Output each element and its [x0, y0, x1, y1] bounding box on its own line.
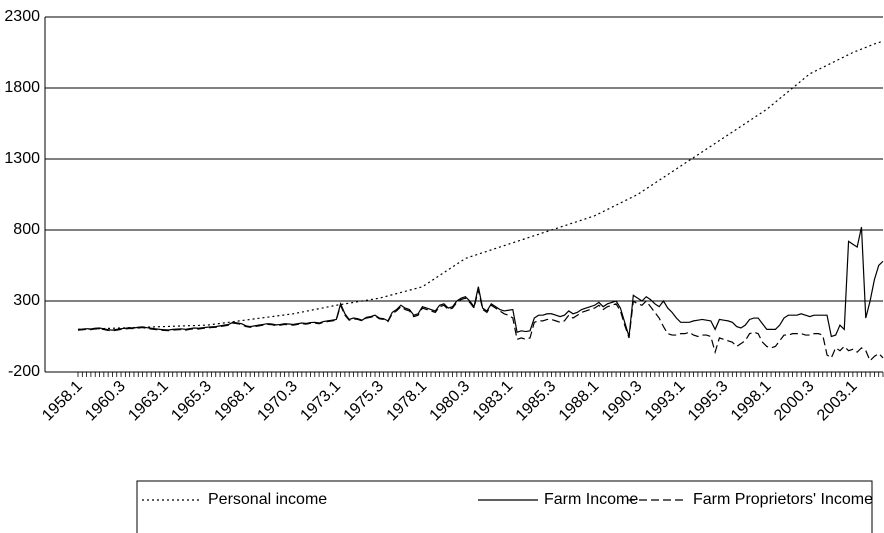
x-tick-label: 1963.1 — [125, 378, 172, 425]
legend-box — [136, 480, 873, 533]
x-tick-label: 1998.1 — [728, 378, 775, 425]
y-tick-label: 300 — [13, 292, 40, 309]
series-line — [77, 227, 884, 338]
x-tick-label: 1995.3 — [685, 378, 732, 425]
series-line — [77, 40, 884, 330]
x-tick-label: 1958.1 — [39, 378, 86, 425]
x-tick-label: 1978.1 — [384, 378, 431, 425]
x-tick-label: 1983.1 — [470, 378, 517, 425]
x-tick-label: 1960.3 — [82, 378, 129, 425]
x-tick-label: 1990.3 — [599, 378, 646, 425]
x-tick-label: 1975.3 — [341, 378, 388, 425]
x-tick-label: 1970.3 — [254, 378, 301, 425]
y-tick-label: 1300 — [4, 150, 40, 167]
series-line — [77, 289, 884, 362]
x-tick-label: 1985.3 — [513, 378, 560, 425]
legend-label: Personal income — [208, 491, 327, 508]
x-tick-label: 2000.3 — [771, 378, 818, 425]
x-tick-label: 1973.1 — [297, 378, 344, 425]
x-tick-label: 1993.1 — [642, 378, 689, 425]
x-tick-label: 1968.1 — [211, 378, 258, 425]
x-tick-label: 1965.3 — [168, 378, 215, 425]
x-tick-label: 1988.1 — [556, 378, 603, 425]
y-tick-label: 1800 — [4, 79, 40, 96]
legend-label: Farm Proprietors' Income — [693, 491, 873, 508]
y-tick-label: -200 — [8, 363, 40, 380]
x-tick-label: 2003.1 — [814, 378, 861, 425]
y-tick-label: 2300 — [4, 8, 40, 25]
x-tick-label: 1980.3 — [427, 378, 474, 425]
y-tick-label: 800 — [13, 221, 40, 238]
legend-label: Farm Income — [544, 491, 638, 508]
